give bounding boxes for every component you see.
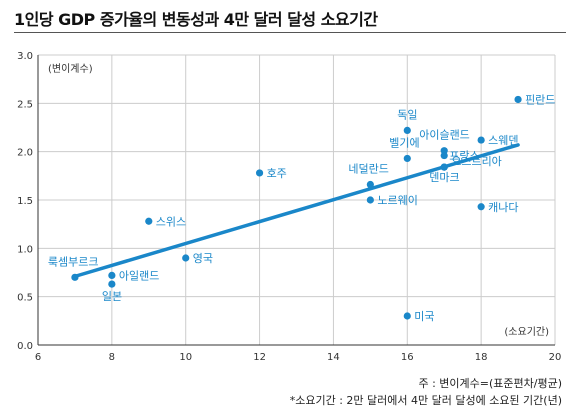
x-tick-label: 6 [35, 352, 41, 363]
data-point-label: 프랑스 [449, 150, 479, 163]
x-axis-label: (소요기간) [504, 326, 549, 338]
data-point [366, 196, 374, 204]
title-divider [14, 32, 566, 33]
y-axis-label: (변이계수) [48, 63, 93, 75]
data-point [514, 95, 522, 104]
y-tick-label: 1.5 [17, 196, 33, 207]
data-point [440, 163, 448, 171]
y-tick-label: 0.0 [17, 341, 33, 352]
x-tick-label: 12 [253, 352, 266, 363]
data-point-label: 오스트리아 [451, 155, 502, 168]
data-point-label: 핀란드 [525, 93, 555, 106]
data-point [477, 203, 485, 211]
y-tick-label: 2.0 [17, 148, 33, 159]
data-point-label: 독일 [397, 107, 417, 121]
data-point [440, 151, 448, 160]
data-point [182, 254, 190, 262]
y-tick-label: 3.0 [17, 51, 33, 62]
data-point-label: 호주 [267, 167, 287, 180]
data-point-label: 캐나다 [488, 201, 518, 214]
y-tick-label: 2.5 [17, 99, 33, 110]
data-point-label: 노르웨이 [377, 194, 417, 207]
data-point-label: 룩셈부르크 [48, 255, 99, 268]
x-tick-label: 10 [179, 352, 192, 363]
data-point [366, 180, 374, 189]
data-point [403, 312, 411, 320]
data-point-label: 덴마크 [429, 171, 459, 184]
y-tick-label: 0.5 [17, 293, 33, 304]
data-point [477, 136, 485, 144]
data-point-label: 일본 [102, 289, 122, 303]
x-tick-label: 20 [549, 352, 562, 363]
x-tick-label: 18 [475, 352, 488, 363]
data-point-label: 스위스 [156, 215, 186, 228]
x-tick-label: 8 [109, 352, 115, 363]
data-point-label: 아일랜드 [119, 268, 159, 282]
data-point [255, 169, 264, 177]
x-tick-label: 16 [401, 352, 414, 363]
data-point-label: 아이슬랜드 [419, 129, 470, 142]
x-tick-label: 14 [327, 352, 340, 363]
data-point-label: 네덜란드 [348, 163, 388, 176]
data-point [71, 273, 79, 281]
data-point [145, 217, 153, 225]
footnote-duration: *소요기간 : 2만 달러에서 4만 달러 달성에 소요된 기간(년) [289, 394, 562, 407]
data-point-label: 스웨덴 [488, 134, 518, 147]
y-tick-label: 1.0 [17, 244, 33, 255]
data-point [403, 154, 411, 163]
data-point [108, 271, 116, 279]
data-point-label: 벨기에 [389, 136, 419, 149]
data-point [108, 280, 116, 288]
data-point-label: 미국 [414, 310, 434, 323]
data-point-label: 영국 [193, 252, 213, 265]
data-point [403, 126, 411, 134]
footnote-cv: 주 : 변이계수=(표준편차/평균) [418, 377, 562, 390]
chart-title: 1인당 GDP 증가율의 변동성과 4만 달러 달성 소요기간 [14, 10, 378, 29]
